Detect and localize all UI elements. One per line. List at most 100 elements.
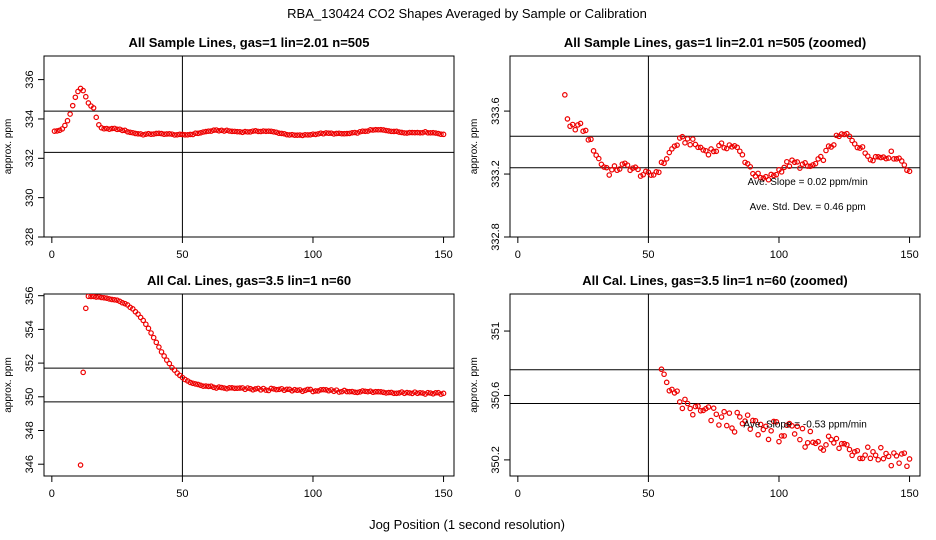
data-point	[757, 174, 764, 181]
data-point	[658, 159, 665, 166]
y-tick-label: 350	[24, 388, 36, 406]
data-point	[255, 128, 261, 135]
data-point	[773, 171, 780, 178]
x-tick-label: 150	[434, 488, 452, 500]
data-point	[88, 294, 94, 300]
data-point	[323, 387, 329, 393]
data-point	[307, 131, 314, 138]
data-point	[82, 305, 89, 312]
data-point	[396, 390, 402, 396]
data-point	[80, 369, 86, 376]
data-point	[778, 169, 785, 175]
data-point	[77, 462, 84, 468]
y-tick-label: 333.6	[490, 97, 502, 125]
data-point	[564, 116, 571, 122]
data-point	[106, 296, 113, 302]
data-point	[690, 411, 696, 418]
data-point	[425, 389, 431, 396]
data-point	[357, 128, 363, 135]
data-point	[880, 455, 887, 462]
data-point	[721, 144, 727, 151]
data-point	[320, 130, 327, 137]
plot-area	[510, 294, 920, 476]
data-point	[62, 122, 68, 129]
data-point	[401, 390, 408, 397]
data-point	[393, 128, 400, 135]
data-point	[577, 120, 584, 127]
data-point	[195, 130, 201, 137]
panel-title: All Sample Lines, gas=1 lin=2.01 n=505	[129, 35, 370, 50]
data-point	[197, 382, 204, 389]
data-point	[435, 130, 442, 137]
data-point	[325, 387, 332, 394]
data-point	[291, 386, 298, 393]
data-point	[370, 127, 376, 133]
data-point	[226, 128, 233, 134]
data-point	[440, 390, 447, 397]
x-tick-label: 0	[49, 488, 55, 500]
data-point	[713, 411, 720, 418]
data-point	[624, 162, 631, 168]
data-point	[137, 131, 144, 137]
panel-title: All Sample Lines, gas=1 lin=2.01 n=505 (…	[564, 35, 866, 50]
y-tick-label: 333.2	[490, 160, 502, 188]
figure-title: RBA_130424 CO2 Shapes Averaged by Sample…	[287, 6, 647, 21]
data-point	[184, 132, 191, 138]
data-point	[904, 167, 910, 174]
data-point	[143, 321, 149, 328]
data-point	[417, 389, 423, 396]
data-point	[593, 152, 599, 158]
data-point	[346, 388, 353, 395]
data-point	[51, 128, 58, 134]
data-point	[904, 463, 910, 470]
data-point	[143, 131, 149, 137]
data-point	[718, 140, 725, 146]
data-point	[883, 155, 889, 162]
data-point	[896, 460, 902, 466]
data-point	[278, 130, 285, 137]
data-point	[67, 111, 73, 117]
data-point	[229, 385, 235, 391]
data-point	[312, 388, 319, 394]
data-point	[697, 407, 704, 414]
data-point	[192, 130, 199, 137]
data-point	[302, 387, 308, 394]
y-tick-label: 352	[24, 354, 36, 372]
data-point	[315, 388, 322, 394]
data-point	[312, 131, 319, 138]
data-point	[101, 125, 107, 132]
data-point	[318, 387, 324, 393]
data-point	[252, 386, 259, 392]
data-point	[867, 455, 874, 462]
data-point	[669, 386, 675, 393]
data-point	[320, 386, 327, 393]
data-point	[362, 388, 369, 395]
data-point	[166, 360, 173, 367]
data-point	[776, 438, 782, 445]
data-point	[140, 132, 147, 138]
data-point	[432, 390, 439, 396]
data-point	[906, 456, 913, 462]
data-point	[158, 130, 165, 137]
data-point	[247, 129, 254, 135]
data-point	[810, 439, 816, 446]
data-point	[710, 148, 717, 155]
data-point	[179, 131, 186, 138]
data-point	[804, 163, 811, 169]
y-tick-label: 332.8	[490, 223, 502, 251]
data-point	[98, 294, 105, 301]
data-point	[815, 438, 821, 445]
data-point	[872, 452, 879, 459]
data-point	[213, 385, 220, 391]
data-point	[273, 386, 280, 393]
data-point	[244, 129, 251, 135]
data-point	[404, 389, 410, 396]
data-point	[132, 130, 139, 137]
data-point	[103, 125, 110, 132]
data-point	[781, 433, 788, 439]
data-point	[737, 148, 743, 155]
data-point	[763, 423, 769, 430]
data-point	[663, 379, 670, 386]
data-point	[656, 169, 662, 176]
